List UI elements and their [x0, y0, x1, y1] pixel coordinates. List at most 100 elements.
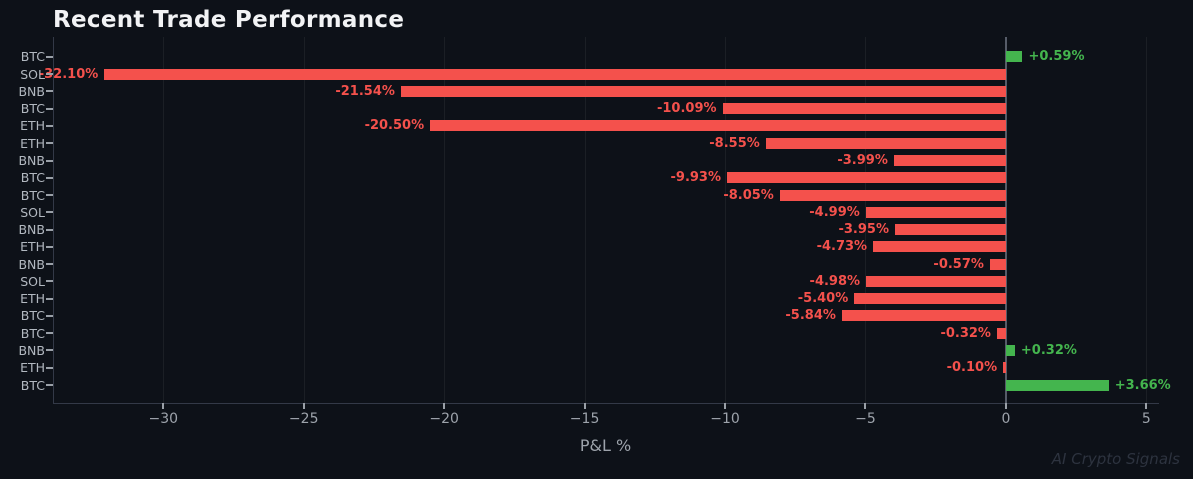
- y-tick-mark: [46, 314, 53, 317]
- y-tick-label: ETH: [20, 118, 45, 134]
- gridline: [725, 37, 727, 403]
- y-tick-label: SOL: [20, 204, 45, 220]
- watermark-text: AI Crypto Signals: [1051, 450, 1180, 468]
- x-tick-mark: [162, 403, 165, 409]
- bar-value-label: -3.99%: [837, 153, 888, 169]
- bar-value-label: +0.59%: [1028, 49, 1085, 65]
- bar-btc: [779, 189, 1006, 201]
- y-tick-label: BNB: [18, 83, 45, 99]
- bar-btc: [841, 310, 1006, 322]
- y-tick-mark: [46, 263, 53, 266]
- bar-value-label: -20.50%: [364, 118, 425, 134]
- bar-btc: [1005, 379, 1109, 391]
- y-tick-mark: [46, 55, 53, 58]
- y-tick-mark: [46, 194, 53, 197]
- y-tick-mark: [46, 159, 53, 162]
- y-tick-mark: [46, 245, 53, 248]
- bar-sol: [104, 68, 1006, 80]
- y-tick-label: ETH: [20, 239, 45, 255]
- y-tick-label: SOL: [20, 273, 45, 289]
- x-tick-mark: [1145, 403, 1148, 409]
- bar-value-label: -0.10%: [946, 360, 998, 376]
- y-tick-label: BTC: [20, 187, 45, 203]
- y-tick-mark: [46, 228, 53, 231]
- chart-title: Recent Trade Performance: [53, 7, 405, 33]
- x-tick-label: 5: [1141, 411, 1151, 427]
- y-tick-mark: [46, 297, 53, 300]
- x-tick-mark: [583, 403, 586, 409]
- bar-bnb: [989, 258, 1006, 270]
- bar-btc: [726, 172, 1006, 184]
- bar-value-label: -9.93%: [670, 170, 722, 186]
- y-tick-label: ETH: [20, 135, 45, 151]
- bar-value-label: +3.66%: [1114, 377, 1171, 393]
- gridline: [584, 37, 586, 403]
- gridline: [444, 37, 446, 403]
- y-tick-mark: [46, 90, 53, 93]
- y-tick-mark: [46, 211, 53, 214]
- x-tick-label: −10: [710, 411, 740, 427]
- bar-bnb: [400, 85, 1006, 97]
- x-tick-label: −25: [288, 411, 319, 427]
- gridline: [303, 37, 305, 403]
- y-tick-label: BTC: [20, 170, 45, 186]
- y-tick-label: SOL: [20, 66, 45, 82]
- bar-value-label: -0.57%: [933, 256, 984, 272]
- y-tick-label: BTC: [20, 325, 45, 341]
- bar-sol: [865, 206, 1006, 218]
- bar-value-label: -4.99%: [809, 204, 860, 220]
- bar-btc: [996, 327, 1006, 339]
- bar-bnb: [1005, 344, 1015, 356]
- x-tick-label: 0: [1001, 411, 1011, 427]
- gridline: [1146, 37, 1148, 403]
- y-tick-label: BNB: [18, 256, 45, 272]
- x-tick-mark: [302, 403, 305, 409]
- bar-eth: [854, 293, 1006, 305]
- y-tick-label: BTC: [20, 377, 45, 393]
- y-tick-label: BNB: [18, 342, 45, 358]
- bar-eth: [873, 241, 1006, 253]
- x-axis-label: P&L %: [579, 436, 632, 455]
- bar-value-label: -8.05%: [723, 187, 774, 203]
- bar-value-label: -4.73%: [816, 239, 868, 255]
- bar-value-label: -0.32%: [940, 325, 991, 341]
- y-tick-label: BTC: [20, 101, 45, 117]
- bar-btc: [722, 103, 1006, 115]
- bar-bnb: [894, 224, 1006, 236]
- bar-value-label: -10.09%: [656, 101, 717, 117]
- x-tick-label: −20: [429, 411, 459, 427]
- y-tick-mark: [46, 176, 53, 179]
- x-tick-mark: [864, 403, 867, 409]
- bar-value-label: -8.55%: [709, 135, 760, 151]
- y-tick-mark: [46, 366, 53, 369]
- bar-value-label: -3.95%: [838, 222, 889, 238]
- x-tick-label: −30: [148, 411, 179, 427]
- gridline: [163, 37, 165, 403]
- y-tick-label: ETH: [20, 291, 45, 307]
- bar-value-label: -21.54%: [335, 83, 395, 99]
- y-tick-mark: [46, 73, 53, 76]
- bar-value-label: -32.10%: [38, 66, 99, 82]
- bar-value-label: -5.84%: [785, 308, 836, 324]
- x-tick-label: −15: [569, 411, 600, 427]
- x-tick-label: −5: [855, 411, 876, 427]
- bar-value-label: -4.98%: [809, 273, 861, 289]
- bar-sol: [866, 275, 1006, 287]
- y-tick-mark: [46, 124, 53, 127]
- bar-eth: [430, 120, 1006, 132]
- y-tick-mark: [46, 142, 53, 145]
- y-tick-label: ETH: [20, 360, 45, 376]
- gridline: [865, 37, 867, 403]
- y-tick-label: BNB: [18, 153, 45, 169]
- bar-value-label: +0.32%: [1020, 342, 1077, 358]
- y-tick-mark: [46, 280, 53, 283]
- y-tick-mark: [46, 332, 53, 335]
- bar-btc: [1005, 51, 1023, 63]
- y-tick-mark: [46, 349, 53, 352]
- y-tick-label: BTC: [20, 49, 45, 65]
- y-tick-label: BTC: [20, 308, 45, 324]
- bar-eth: [1003, 362, 1006, 374]
- bar-eth: [765, 137, 1006, 149]
- bar-value-label: -5.40%: [797, 291, 849, 307]
